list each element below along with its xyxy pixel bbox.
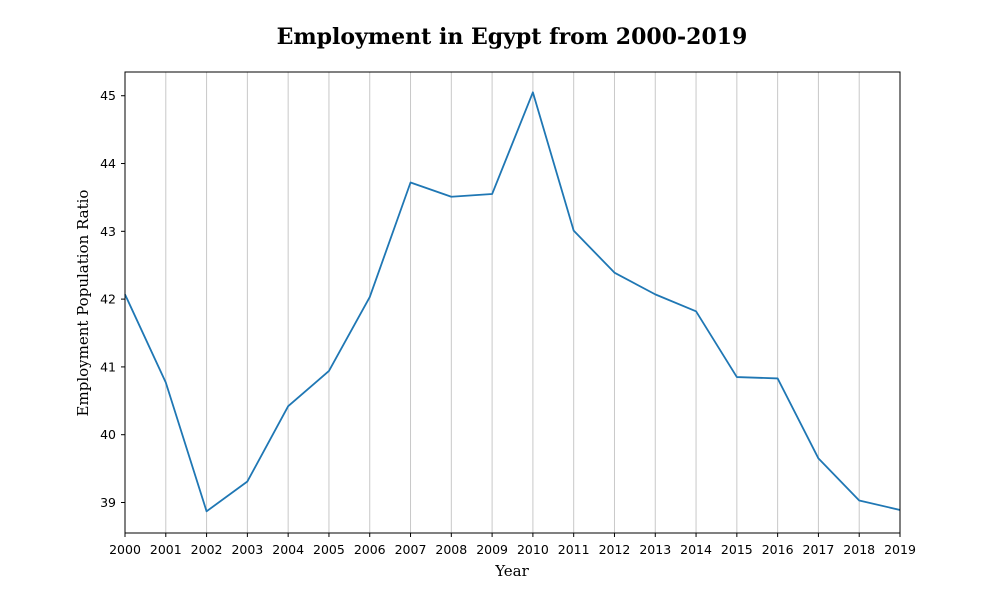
x-axis-label: Year xyxy=(494,562,529,580)
x-tick-label: 2019 xyxy=(884,542,916,557)
plot-frame xyxy=(124,71,901,534)
x-tick-label: 2002 xyxy=(191,542,223,557)
x-tick-label: 2013 xyxy=(639,542,671,557)
y-tick-label: 39 xyxy=(100,495,116,510)
y-axis-label: Employment Population Ratio xyxy=(74,190,92,417)
x-tick-label: 2001 xyxy=(150,542,182,557)
x-tick-label: 2014 xyxy=(680,542,712,557)
y-tick-label: 41 xyxy=(100,359,116,374)
y-tick-label: 40 xyxy=(100,427,116,442)
x-tick-label: 2018 xyxy=(843,542,875,557)
x-tick-label: 2010 xyxy=(517,542,549,557)
x-tick-label: 2017 xyxy=(803,542,835,557)
x-axis: 2000 2001 2002 2003 2004 2005 2006 2007 2008 2009… xyxy=(109,533,916,557)
y-tick-label: 43 xyxy=(100,224,116,239)
x-tick-label: 2005 xyxy=(313,542,345,557)
x-tick-label: 2000 xyxy=(109,542,141,557)
x-tick-label: 2003 xyxy=(231,542,263,557)
x-tick-label: 2004 xyxy=(272,542,304,557)
y-axis: 39 40 41 42 43 44 45 xyxy=(100,88,125,510)
series-layer xyxy=(124,91,901,513)
x-tick-label: 2008 xyxy=(435,542,467,557)
x-tick-label: 2006 xyxy=(354,542,386,557)
x-tick-label: 2009 xyxy=(476,542,508,557)
x-tick-label: 2016 xyxy=(762,542,794,557)
grid xyxy=(124,72,901,533)
y-tick-label: 44 xyxy=(100,156,116,171)
x-tick-label: 2007 xyxy=(395,542,427,557)
series-line xyxy=(124,91,901,513)
x-tick-label: 2011 xyxy=(558,542,590,557)
x-tick-label: 2015 xyxy=(721,542,753,557)
y-tick-label: 45 xyxy=(100,88,116,103)
y-tick-label: 42 xyxy=(100,292,116,307)
x-tick-label: 2012 xyxy=(599,542,631,557)
chart-title: Employment in Egypt from 2000-2019 xyxy=(277,24,748,50)
